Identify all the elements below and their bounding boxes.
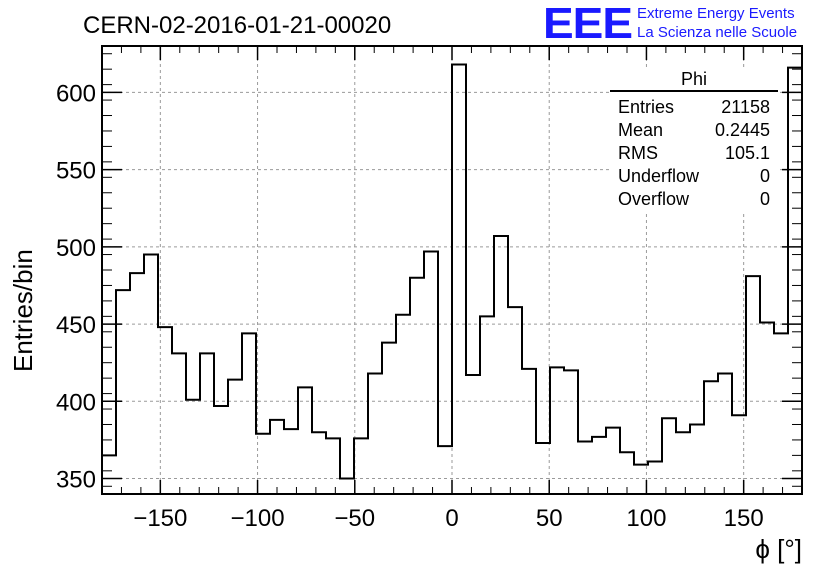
histogram-bin xyxy=(172,353,186,494)
x-tick-label: −50 xyxy=(334,505,375,532)
histogram-bin xyxy=(326,438,340,494)
histogram-bin xyxy=(102,455,116,494)
histogram-bin xyxy=(144,255,158,494)
logo-line-2: La Scienza nelle Scuole xyxy=(637,24,798,41)
histogram-bin xyxy=(466,375,480,494)
histogram-bin xyxy=(690,424,704,494)
stats-row-rms: RMS 105.1 xyxy=(610,142,778,165)
logo-caption: Extreme Energy Events La Scienza nelle S… xyxy=(637,4,797,42)
histogram-bin xyxy=(130,273,144,494)
histogram-outline xyxy=(101,63,803,494)
histogram-bin xyxy=(606,428,620,494)
stats-row-underflow: Underflow 0 xyxy=(610,165,778,188)
histogram-bin xyxy=(536,443,550,494)
x-tick-label: −100 xyxy=(231,505,285,532)
histogram-bin xyxy=(312,432,326,494)
eee-logo: EEE xyxy=(543,0,633,48)
histogram-bin xyxy=(550,367,564,494)
x-tick-label: 150 xyxy=(724,505,764,532)
stats-value: 21158 xyxy=(721,97,770,117)
stats-box-title: Phi xyxy=(610,68,778,92)
histogram-bin xyxy=(452,65,466,494)
histogram-bin xyxy=(718,374,732,494)
histogram-bin xyxy=(438,446,452,494)
histogram-bin xyxy=(662,418,676,494)
stats-label: Underflow xyxy=(618,166,700,186)
histogram-bin xyxy=(340,479,354,494)
histogram-bin xyxy=(746,276,760,494)
histogram-bin xyxy=(242,333,256,494)
histogram-bin xyxy=(704,381,718,494)
histogram-bin xyxy=(648,462,662,494)
x-tick-label: −150 xyxy=(133,505,187,532)
histogram-bin xyxy=(774,333,788,494)
y-tick-label: 400 xyxy=(56,389,96,416)
histogram-bin xyxy=(214,406,228,494)
histogram-bin xyxy=(354,438,368,494)
histogram-bin xyxy=(508,307,522,494)
y-axis-label: Entries/bin xyxy=(8,249,38,372)
x-axis-label: ϕ [°] xyxy=(755,534,802,564)
stats-label: Entries xyxy=(618,97,675,117)
y-tick-label: 500 xyxy=(56,235,96,262)
stats-row-mean: Mean 0.2445 xyxy=(610,119,778,142)
histogram-bin xyxy=(200,353,214,494)
histogram-bin xyxy=(480,316,494,494)
y-tick-label: 600 xyxy=(56,80,96,107)
stats-value: 0 xyxy=(759,189,770,209)
histogram-bin xyxy=(424,251,438,494)
histogram-bin xyxy=(676,432,690,494)
histogram-bin xyxy=(298,387,312,494)
stats-value: 0 xyxy=(759,166,770,186)
histogram-bin xyxy=(410,278,424,494)
histogram-bin xyxy=(228,380,242,494)
stats-label: Overflow xyxy=(618,189,690,209)
histogram-bin xyxy=(284,429,298,494)
histogram-bin xyxy=(760,323,774,494)
histogram-bin xyxy=(368,374,382,494)
x-tick-label: 50 xyxy=(536,505,563,532)
stats-row-overflow: Overflow 0 xyxy=(610,188,778,211)
x-tick-label: 0 xyxy=(445,505,458,532)
histogram-bin xyxy=(382,343,396,494)
y-tick-label: 450 xyxy=(56,312,96,339)
y-tick-label: 350 xyxy=(56,467,96,494)
stats-value: 0.2445 xyxy=(714,120,770,140)
histogram-bin xyxy=(788,68,802,494)
stats-label: RMS xyxy=(618,143,658,163)
histogram-bin xyxy=(116,290,130,494)
stats-value: 105.1 xyxy=(724,143,770,163)
histogram-bin xyxy=(396,315,410,494)
histogram-bin xyxy=(564,370,578,494)
logo-line-1: Extreme Energy Events xyxy=(637,5,795,22)
histogram-bin xyxy=(158,327,172,494)
y-tick-label: 550 xyxy=(56,158,96,185)
histogram-bin xyxy=(592,437,606,494)
histogram-bin xyxy=(270,420,284,494)
x-tick-label: 100 xyxy=(626,505,666,532)
stats-label: Mean xyxy=(618,120,664,140)
stats-row-entries: Entries 21158 xyxy=(610,96,778,119)
stats-box: Phi Entries 21158 Mean 0.2445 RMS 105.1 Und… xyxy=(610,68,778,211)
histogram-bin xyxy=(494,236,508,494)
histogram-bin xyxy=(522,369,536,494)
chart-title: CERN-02-2016-01-21-00020 xyxy=(83,12,392,39)
histogram-bin xyxy=(578,441,592,494)
histogram-bin xyxy=(186,400,200,494)
